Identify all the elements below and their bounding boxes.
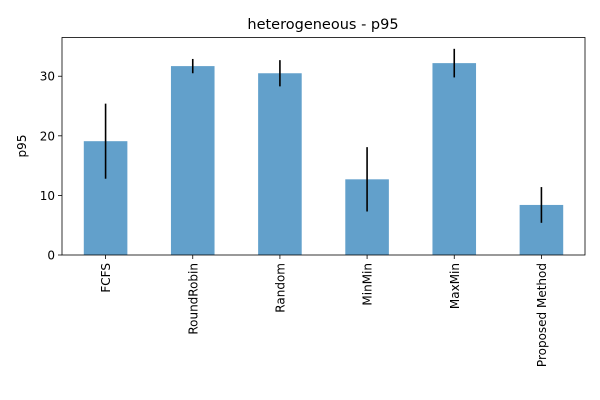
- bar-random: [258, 73, 302, 256]
- x-tick-label: RoundRobin: [186, 263, 200, 335]
- x-tick-label: MaxMin: [448, 263, 462, 309]
- bar-maxmin: [432, 63, 477, 255]
- x-axis-ticks: FCFS RoundRobin Random MinMin MaxMin Proposed…: [99, 255, 549, 367]
- y-tick-label: 10: [40, 189, 55, 203]
- y-tick-label: 0: [47, 249, 55, 263]
- error-bars-group: [104, 48, 543, 223]
- chart-title: heterogeneous - p95: [247, 17, 398, 33]
- y-tick-label: 30: [40, 70, 55, 84]
- x-tick-label: FCFS: [99, 263, 113, 293]
- y-tick-label: 20: [40, 129, 55, 143]
- y-axis-ticks: 0 10 20 30: [40, 70, 62, 263]
- y-axis-label: p95: [15, 135, 29, 158]
- bars-group: [83, 63, 564, 256]
- x-tick-label: Proposed Method: [535, 263, 549, 367]
- bar-roundrobin: [170, 66, 215, 255]
- plot-area-frame: [61, 37, 586, 256]
- x-tick-label: MinMin: [361, 263, 375, 306]
- x-tick-label: Random: [273, 263, 287, 313]
